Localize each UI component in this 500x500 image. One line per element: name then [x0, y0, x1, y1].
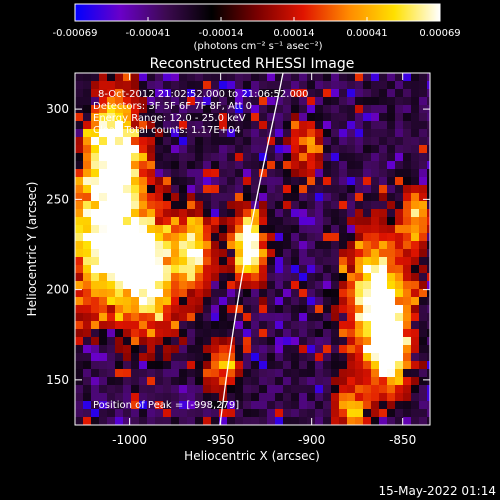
plot-title: Reconstructed RHESSI Image	[150, 56, 355, 72]
colorbar	[74, 3, 441, 22]
y-axis-ticks: 150 200 250 300	[46, 102, 430, 387]
footer-timestamp: 15-May-2022 01:14	[379, 484, 496, 498]
y-tick-label: 150	[46, 373, 69, 387]
x-tick-label: -900	[298, 433, 325, 447]
y-tick-label: 300	[46, 102, 69, 116]
x-axis-ticks: -1000 -950 -900 -850	[112, 73, 416, 447]
info-time-range: 8-Oct-2012 21:02:52.000 to 21:06:52.000	[98, 89, 309, 100]
colorbar-tick-label: 0.00041	[346, 28, 387, 39]
info-block: 8-Oct-2012 21:02:52.000 to 21:06:52.000 …	[93, 89, 309, 136]
y-tick-label: 200	[46, 283, 69, 297]
x-axis-label: Heliocentric X (arcsec)	[184, 449, 320, 463]
plot-frame	[74, 72, 431, 426]
colorbar-tick-label: 0.00069	[419, 28, 460, 39]
info-energy-range: Energy Range: 12.0 - 25.0 keV	[93, 113, 246, 124]
colorbar-tick-label: -0.00069	[53, 28, 98, 39]
x-tick-label: -850	[389, 433, 416, 447]
info-total-counts: Clean Total counts: 1.17E+04	[93, 125, 241, 136]
colorbar-tick-label: 0.00014	[273, 28, 314, 39]
y-tick-label: 250	[46, 192, 69, 206]
flux-image	[75, 73, 430, 425]
colorbar-ticks: -0.00069 -0.00041 -0.00014 0.00014 0.00041 0.…	[53, 17, 461, 39]
x-tick-label: -1000	[112, 433, 147, 447]
solar-limb	[219, 73, 284, 425]
colorbar-units: (photons cm⁻² s⁻¹ asec⁻²)	[193, 41, 322, 52]
x-tick-label: -950	[207, 433, 234, 447]
peak-position-label: Position of Peak = [-998,279]	[93, 400, 239, 411]
info-detectors: Detectors: 3F 5F 6F 7F 8F, Att 0	[93, 101, 252, 112]
colorbar-tick-label: -0.00041	[126, 28, 171, 39]
y-axis-label: Heliocentric Y (arcsec)	[25, 182, 39, 317]
colorbar-tick-label: -0.00014	[199, 28, 244, 39]
